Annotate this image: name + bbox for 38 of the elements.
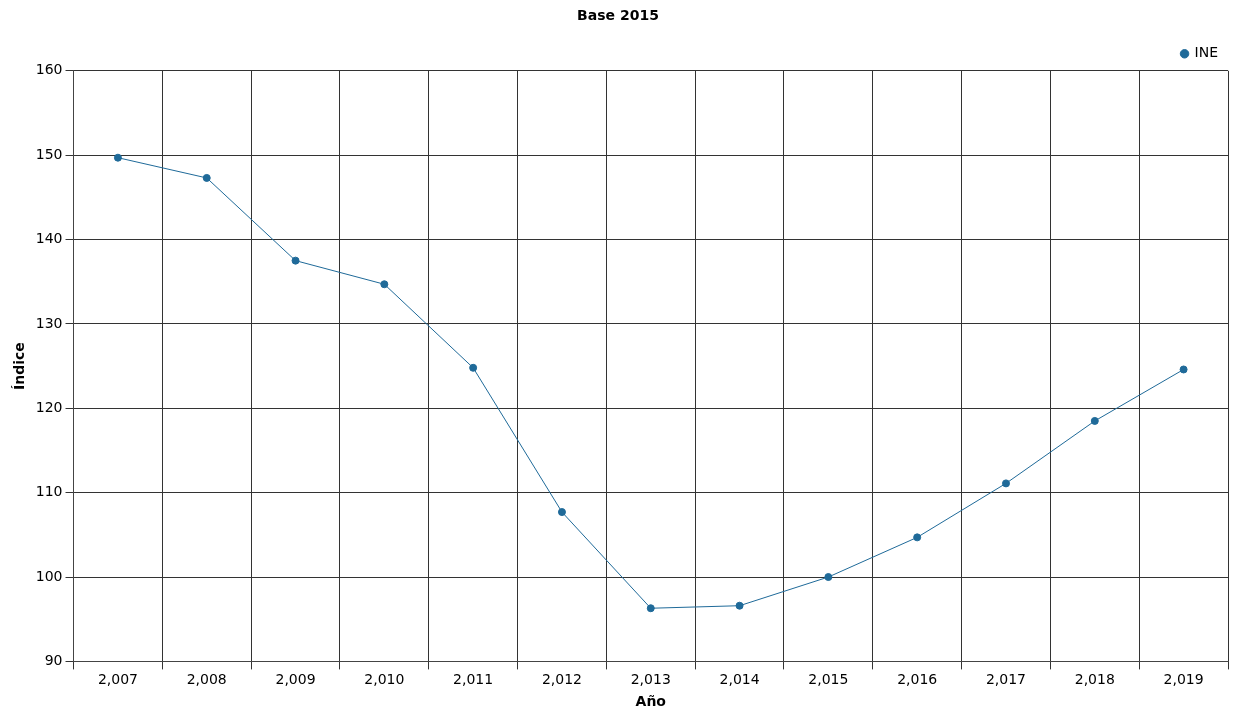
point [557,508,566,517]
x-tick-label: 2,010 [364,671,405,688]
x-axis-title: Año [635,693,667,710]
y-tick-label: 120 [35,398,63,415]
point [469,363,478,372]
x-tick-label: 2,012 [541,671,582,688]
x-tick-label: 2,018 [1074,671,1115,688]
point [735,601,744,610]
y-tick-label: 90 [44,652,63,669]
point [913,533,922,542]
point [202,173,211,182]
point [646,604,655,613]
y-tick-label: 130 [35,314,63,331]
point [380,280,389,289]
y-tick-label: 140 [35,230,63,247]
y-tick-label: 110 [35,483,63,500]
x-tick-label: 2,014 [719,671,760,688]
y-tick-label: 160 [35,61,63,78]
x-tick-label: 2,008 [186,671,227,688]
point [1001,479,1010,488]
x-tick-label: 2,011 [453,671,494,688]
x-tick-label: 2,013 [630,671,671,688]
chart-title: Base 2015 [577,7,659,24]
point [1179,365,1188,374]
legend-label: INE [1194,44,1219,61]
point [113,153,122,162]
x-tick-label: 2,007 [97,671,138,688]
y-tick-label: 150 [35,145,63,162]
point [1090,416,1099,425]
x-tick-label: 2,016 [897,671,938,688]
x-tick-label: 2,017 [985,671,1027,688]
x-tick-label: 2,009 [275,671,316,688]
point [824,573,833,582]
x-tick-label: 2,019 [1163,671,1204,688]
y-axis-title: Índice [11,342,28,390]
x-tick-label: 2,015 [808,671,849,688]
point [291,256,300,265]
y-tick-label: 100 [35,567,63,584]
